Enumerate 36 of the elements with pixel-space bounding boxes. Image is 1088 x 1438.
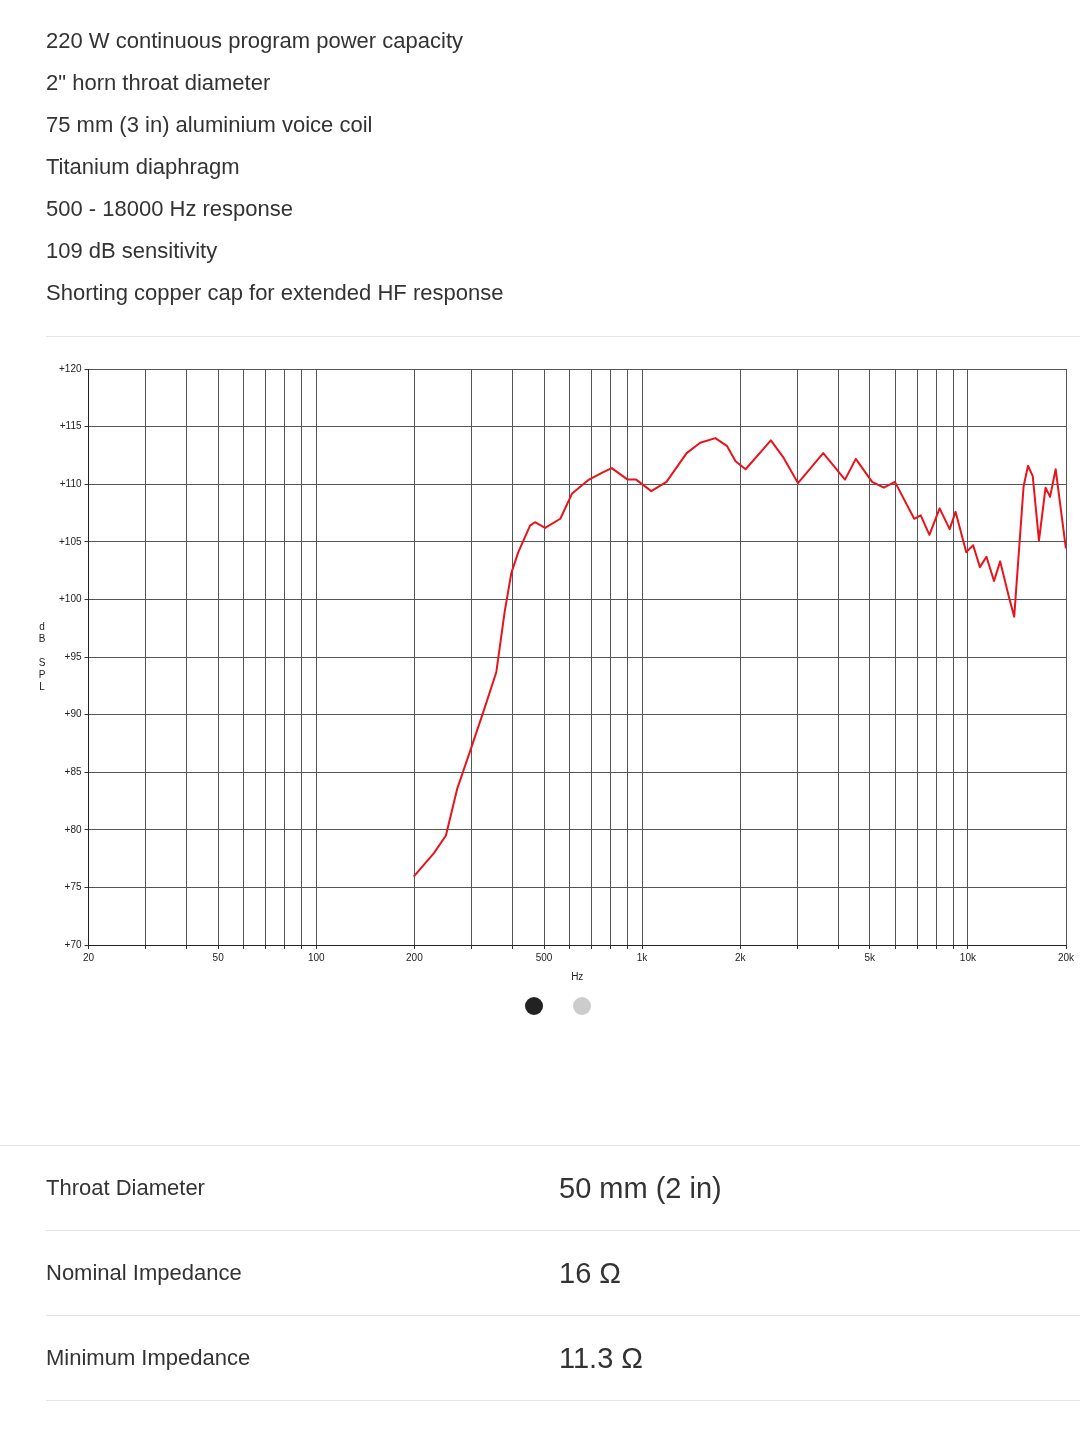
text: 75 mm (3 in) aluminium voice coil: [46, 111, 374, 139]
x-tick-label: 500: [535, 951, 553, 963]
x-tick-label: 1k: [636, 951, 649, 963]
x-tick-label: 5k: [864, 951, 877, 963]
x-tick-label: 50: [212, 951, 225, 963]
y-tick-label: +80: [64, 823, 82, 835]
text: 50 mm (2 in): [559, 1171, 722, 1205]
text: Throat Diameter: [46, 1175, 206, 1201]
y-tick-label: +105: [58, 535, 82, 547]
text: Shorting copper cap for extended HF response: [46, 279, 505, 307]
y-tick-label: +120: [58, 362, 82, 374]
text: 109 dB sensitivity: [46, 237, 219, 265]
y-tick-label: +70: [64, 938, 82, 950]
text: 220 W continuous program power capacity: [46, 27, 464, 55]
x-tick-label: 20: [82, 951, 95, 963]
y-tick-label: +85: [64, 765, 82, 777]
x-tick-label: 200: [406, 951, 424, 963]
text: Nominal Impedance: [46, 1260, 243, 1286]
x-tick-label: 2k: [734, 951, 747, 963]
text: 11.3 Ω: [559, 1341, 644, 1375]
text: Minimum Impedance: [46, 1345, 252, 1371]
y-tick-label: +100: [58, 593, 82, 605]
x-axis-title: Hz: [571, 970, 584, 982]
text: 16 Ω: [559, 1256, 621, 1290]
y-tick-label: +95: [64, 650, 82, 662]
text: 2" horn throat diameter: [46, 69, 272, 97]
x-tick-label: 20k: [1057, 951, 1076, 963]
y-tick-label: +90: [64, 708, 82, 720]
x-tick-label: 10k: [959, 951, 977, 963]
text: Titanium diaphragm: [46, 153, 241, 181]
x-tick-label: 100: [307, 951, 326, 963]
y-tick-label: +75: [64, 881, 82, 893]
y-tick-label: +110: [59, 477, 82, 489]
text: 500 - 18000 Hz response: [46, 195, 295, 223]
y-tick-label: +115: [59, 420, 82, 432]
text: dB SPL: [38, 620, 46, 692]
